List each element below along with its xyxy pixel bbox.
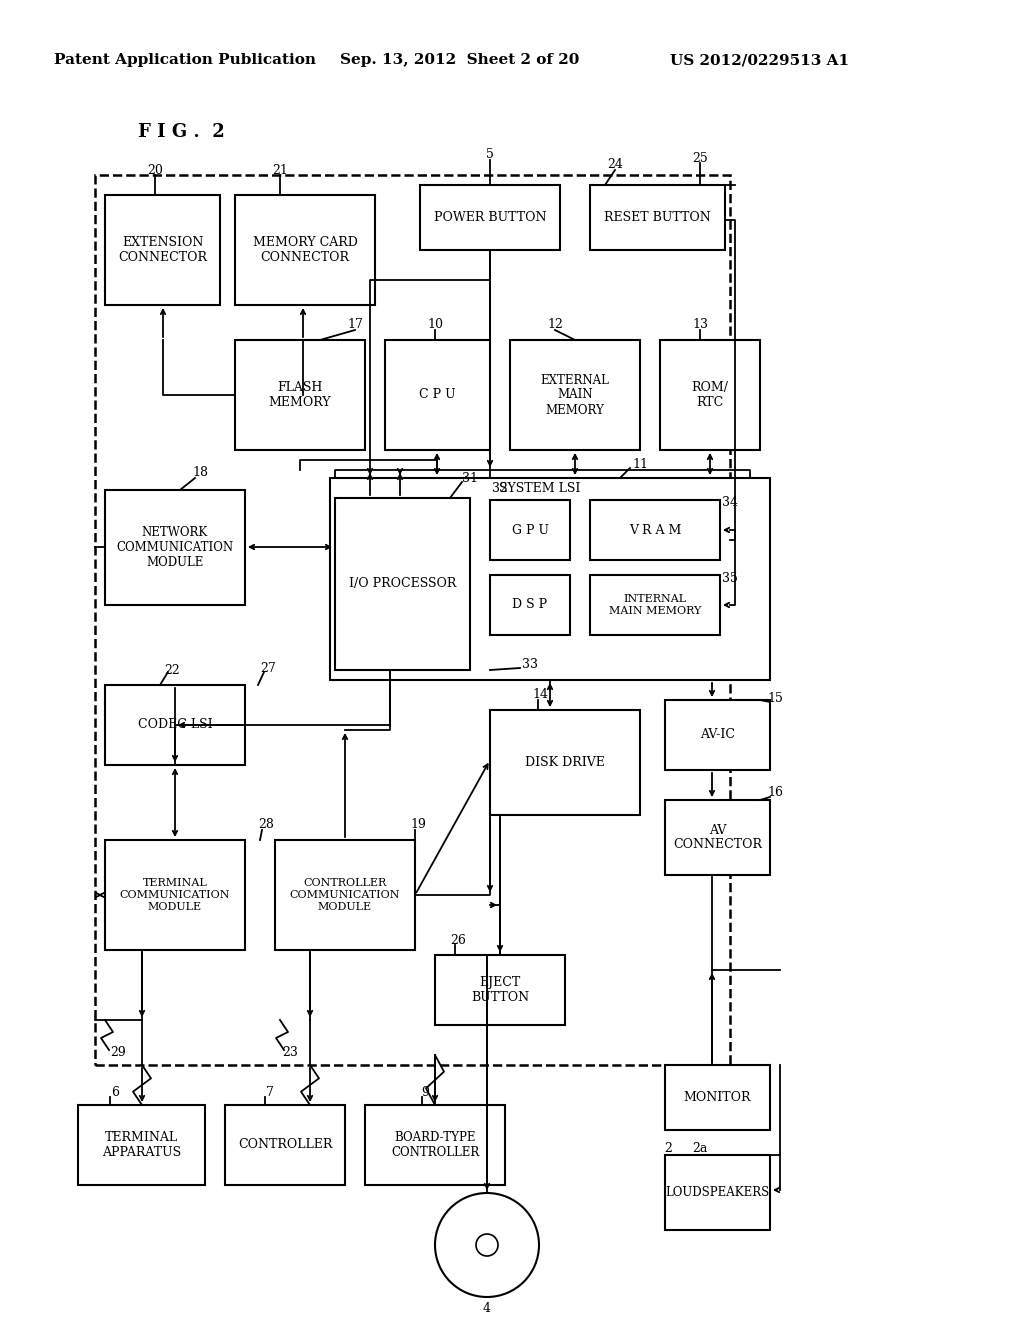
Bar xyxy=(665,700,770,770)
Text: BOARD-TYPE
CONTROLLER: BOARD-TYPE CONTROLLER xyxy=(391,1131,479,1159)
Bar xyxy=(665,1065,770,1130)
Text: CONTROLLER
COMMUNICATION
MODULE: CONTROLLER COMMUNICATION MODULE xyxy=(290,878,400,912)
Bar xyxy=(435,954,565,1026)
Bar xyxy=(95,176,730,1065)
Bar xyxy=(420,185,560,249)
Bar xyxy=(330,478,770,680)
Bar xyxy=(490,710,640,814)
Text: NETWORK
COMMUNICATION
MODULE: NETWORK COMMUNICATION MODULE xyxy=(117,525,233,569)
Text: 14: 14 xyxy=(532,689,548,701)
Text: 32: 32 xyxy=(493,482,508,495)
Bar xyxy=(275,840,415,950)
Bar xyxy=(105,840,245,950)
Text: 28: 28 xyxy=(258,818,274,832)
Text: CONTROLLER: CONTROLLER xyxy=(238,1138,332,1151)
Bar xyxy=(234,195,375,305)
Text: MONITOR: MONITOR xyxy=(684,1092,752,1104)
Text: 25: 25 xyxy=(692,152,708,165)
Text: C P U: C P U xyxy=(419,388,456,401)
Text: 9: 9 xyxy=(421,1086,429,1100)
Bar xyxy=(490,500,570,560)
Text: 2a: 2a xyxy=(692,1142,708,1155)
Text: Sep. 13, 2012  Sheet 2 of 20: Sep. 13, 2012 Sheet 2 of 20 xyxy=(340,53,580,67)
Bar xyxy=(105,685,245,766)
Text: 2: 2 xyxy=(664,1142,672,1155)
Bar xyxy=(665,1155,770,1230)
Bar xyxy=(590,500,720,560)
Bar xyxy=(105,490,245,605)
Text: 23: 23 xyxy=(282,1047,298,1060)
Bar xyxy=(490,576,570,635)
Bar xyxy=(105,195,220,305)
Text: 18: 18 xyxy=(193,466,208,479)
Text: AV-IC: AV-IC xyxy=(700,729,735,742)
Text: US 2012/0229513 A1: US 2012/0229513 A1 xyxy=(671,53,850,67)
Text: 6: 6 xyxy=(111,1086,119,1100)
Text: 31: 31 xyxy=(462,471,478,484)
Bar xyxy=(234,341,365,450)
Text: SYSTEM LSI: SYSTEM LSI xyxy=(500,482,581,495)
Text: F I G .  2: F I G . 2 xyxy=(138,123,224,141)
Text: 16: 16 xyxy=(767,787,783,800)
Text: EXTERNAL
MAIN
MEMORY: EXTERNAL MAIN MEMORY xyxy=(541,374,609,417)
Text: INTERNAL
MAIN MEMORY: INTERNAL MAIN MEMORY xyxy=(609,594,701,616)
Text: 33: 33 xyxy=(522,659,538,672)
Bar xyxy=(660,341,760,450)
Text: TERMINAL
APPARATUS: TERMINAL APPARATUS xyxy=(102,1131,181,1159)
Text: V R A M: V R A M xyxy=(629,524,681,536)
Text: ROM/
RTC: ROM/ RTC xyxy=(691,381,728,409)
Text: I/O PROCESSOR: I/O PROCESSOR xyxy=(349,578,456,590)
Text: LOUDSPEAKERS: LOUDSPEAKERS xyxy=(666,1185,770,1199)
Text: EJECT
BUTTON: EJECT BUTTON xyxy=(471,975,529,1005)
Text: G P U: G P U xyxy=(512,524,549,536)
Text: MEMORY CARD
CONNECTOR: MEMORY CARD CONNECTOR xyxy=(253,236,357,264)
Text: 29: 29 xyxy=(111,1047,126,1060)
Bar xyxy=(78,1105,205,1185)
Text: 5: 5 xyxy=(486,149,494,161)
Text: 24: 24 xyxy=(607,158,623,172)
Text: 15: 15 xyxy=(767,692,783,705)
Text: 26: 26 xyxy=(451,933,466,946)
Text: TERMINAL
COMMUNICATION
MODULE: TERMINAL COMMUNICATION MODULE xyxy=(120,878,230,912)
Text: 19: 19 xyxy=(410,818,426,832)
Text: 10: 10 xyxy=(427,318,443,331)
Text: Patent Application Publication: Patent Application Publication xyxy=(54,53,316,67)
Text: 4: 4 xyxy=(483,1302,490,1315)
Text: CODEC LSI: CODEC LSI xyxy=(137,718,212,731)
Bar xyxy=(590,576,720,635)
Text: RESET BUTTON: RESET BUTTON xyxy=(604,211,711,224)
Text: 27: 27 xyxy=(260,661,275,675)
Text: EXTENSION
CONNECTOR: EXTENSION CONNECTOR xyxy=(118,236,207,264)
Text: FLASH
MEMORY: FLASH MEMORY xyxy=(268,381,332,409)
Bar xyxy=(510,341,640,450)
Text: 34: 34 xyxy=(722,496,738,510)
Bar xyxy=(665,800,770,875)
Bar xyxy=(225,1105,345,1185)
Text: POWER BUTTON: POWER BUTTON xyxy=(434,211,546,224)
Text: D S P: D S P xyxy=(512,598,548,611)
Text: 13: 13 xyxy=(692,318,708,331)
Text: 7: 7 xyxy=(266,1086,274,1100)
Bar xyxy=(385,341,490,450)
Text: 12: 12 xyxy=(547,318,563,331)
Text: 11: 11 xyxy=(632,458,648,471)
Text: 21: 21 xyxy=(272,164,288,177)
Text: AV
CONNECTOR: AV CONNECTOR xyxy=(673,824,762,851)
Text: 35: 35 xyxy=(722,572,738,585)
Text: DISK DRIVE: DISK DRIVE xyxy=(525,756,605,770)
Text: 22: 22 xyxy=(164,664,180,676)
Bar xyxy=(335,498,470,671)
Text: 17: 17 xyxy=(347,318,362,331)
Bar xyxy=(590,185,725,249)
Text: 20: 20 xyxy=(147,164,163,177)
Bar xyxy=(365,1105,505,1185)
